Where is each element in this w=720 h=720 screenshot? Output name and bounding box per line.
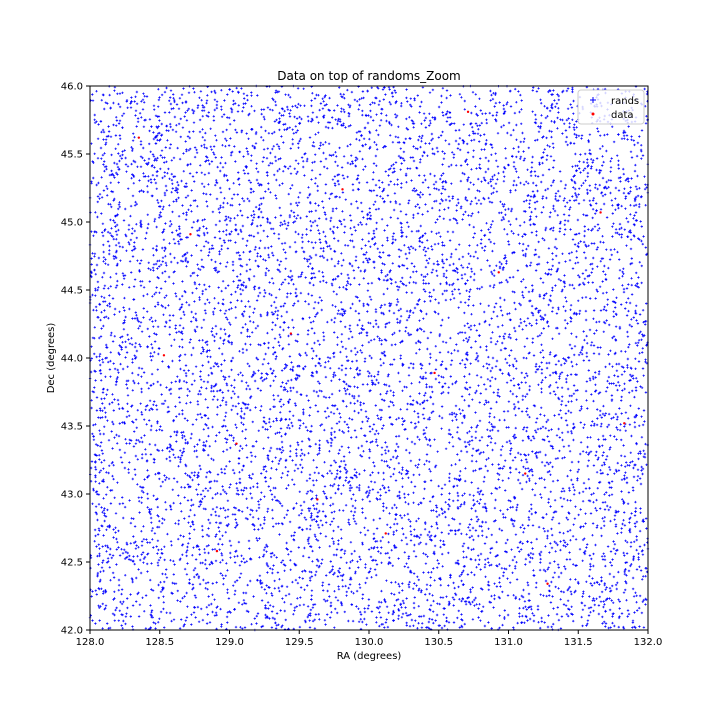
x-tick-label: 131.5	[564, 637, 593, 648]
x-axis: 128.0 128.5 129.0 129.5 130.0 130.5 131.0 131.5…	[76, 630, 663, 648]
x-tick-label: 131.0	[494, 637, 523, 648]
legend-data-marker	[591, 112, 595, 116]
data-point	[316, 498, 319, 501]
data-point	[235, 442, 238, 445]
data-point	[162, 354, 166, 357]
plot-area	[90, 86, 648, 630]
y-tick-label: 44.0	[61, 354, 83, 365]
x-tick-label: 129.0	[215, 637, 244, 648]
x-tick-label: 130.5	[424, 637, 453, 648]
data-point	[341, 188, 344, 191]
y-tick-label: 45.5	[61, 150, 83, 161]
x-tick-label: 129.5	[285, 637, 314, 648]
data-point	[599, 211, 602, 214]
data-point	[623, 422, 626, 425]
data-point	[433, 371, 436, 375]
chart-title: Data on top of randoms_Zoom	[277, 69, 460, 83]
data-series	[137, 110, 626, 585]
y-axis: 42.0 42.5 43.0 43.5 44.0 44.5 45.0 45.5 46.0	[61, 82, 90, 637]
data-point	[466, 110, 470, 114]
legend-rands-label: rands	[611, 96, 639, 107]
x-axis-label: RA (degrees)	[337, 651, 402, 662]
y-tick-label: 43.5	[61, 422, 83, 433]
data-point	[215, 549, 219, 553]
legend-box	[577, 89, 645, 125]
data-point	[289, 332, 293, 335]
legend-data-label: data	[611, 110, 634, 121]
data-point	[497, 271, 500, 274]
y-tick-label: 46.0	[61, 82, 83, 93]
y-tick-label: 44.5	[61, 286, 83, 297]
data-point	[546, 582, 549, 585]
x-tick-label: 128.5	[145, 637, 174, 648]
y-tick-label: 45.0	[61, 218, 83, 229]
y-axis-label: Dec (degrees)	[46, 323, 57, 394]
x-tick-label: 130.0	[355, 637, 384, 648]
data-point	[137, 136, 141, 139]
rands-points	[88, 84, 650, 632]
x-tick-label: 128.0	[76, 637, 105, 648]
data-point	[524, 472, 527, 475]
y-tick-label: 43.0	[61, 490, 83, 501]
legend-rands-marker	[590, 97, 596, 103]
y-tick-label: 42.5	[61, 558, 83, 569]
y-tick-label: 42.0	[61, 626, 83, 637]
legend: rands data	[577, 89, 645, 125]
rands-series	[88, 84, 650, 632]
data-point	[189, 233, 192, 236]
data-point	[384, 532, 387, 535]
x-tick-label: 132.0	[634, 637, 663, 648]
